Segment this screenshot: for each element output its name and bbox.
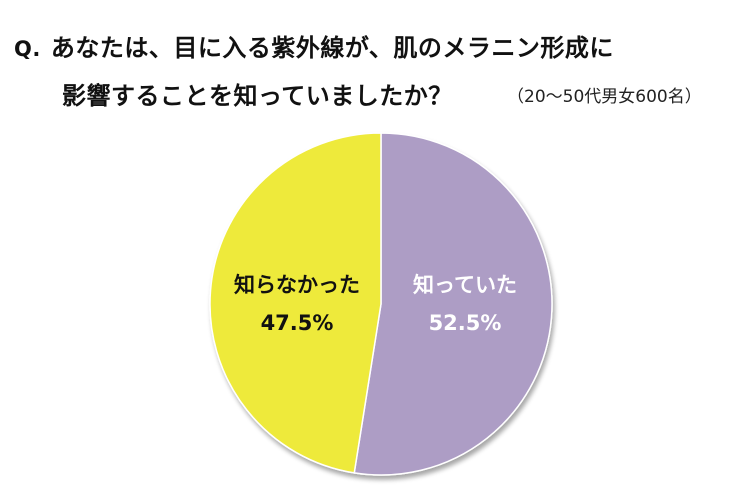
question-title-line-1: Q. あなたは、目に入る紫外線が、肌のメラニン形成に — [14, 28, 614, 63]
pie-slice-known — [353, 132, 553, 476]
pie-group — [209, 132, 553, 476]
slice-unknown-text: 知らなかった — [234, 273, 360, 297]
question-title-line-2: 影響することを知っていましたか？ — [62, 82, 453, 110]
question-prefix: Q. — [14, 37, 41, 61]
slice-known-percent: 52.5% — [428, 311, 502, 335]
pie-slice-unknown — [209, 132, 382, 474]
slice-known-text: 知っていた — [413, 273, 517, 297]
slice-label-unknown: 知らなかった 47.5% — [222, 270, 372, 338]
slice-unknown-percent: 47.5% — [260, 311, 334, 335]
slice-label-known: 知っていた 52.5% — [400, 270, 530, 338]
question-text-1: あなたは、目に入る紫外線が、肌のメラニン形成に — [50, 34, 614, 62]
sample-note: （20～50代男女600名） — [507, 87, 702, 107]
